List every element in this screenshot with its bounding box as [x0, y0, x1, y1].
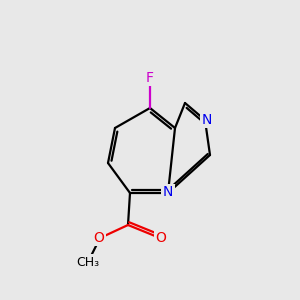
- Text: CH₃: CH₃: [76, 256, 100, 268]
- Text: N: N: [163, 185, 173, 199]
- Text: O: O: [156, 231, 167, 245]
- Text: N: N: [202, 113, 212, 127]
- Text: O: O: [94, 231, 104, 245]
- Text: F: F: [146, 71, 154, 85]
